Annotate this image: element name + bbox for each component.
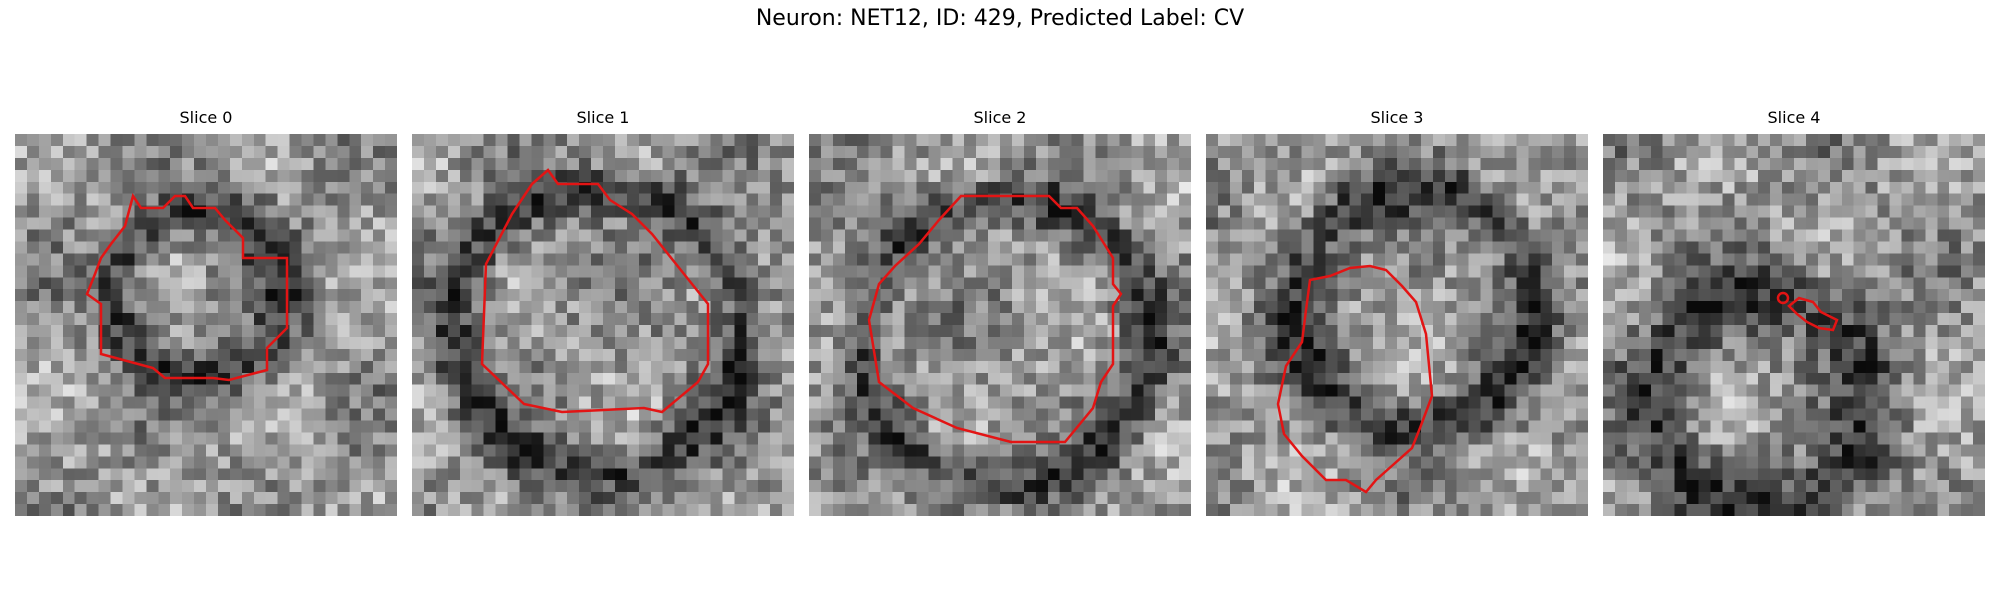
slice-3-image [1206,134,1588,516]
slice-4-label: Slice 4 [1767,108,1821,127]
slice-2-panel [809,134,1191,516]
slice-4-contour-small [1776,291,1790,305]
slice-0-image [15,134,397,516]
slice-0-contour-layer [85,193,289,382]
slice-0-label: Slice 0 [179,108,233,127]
slice-4-contour [1787,296,1839,332]
slice-1-label: Slice 1 [576,108,630,127]
slice-4-contour-layer [1776,291,1839,332]
slice-1-panel [412,134,794,516]
slice-2-image [809,134,1191,516]
slice-3-contour-layer [1276,264,1434,494]
slice-2-label: Slice 2 [973,108,1027,127]
slice-1-image [412,134,794,516]
slice-1-contour-layer [480,168,710,414]
slice-3-panel [1206,134,1588,516]
slice-0-contour [85,193,289,382]
figure-title: Neuron: NET12, ID: 429, Predicted Label:… [755,6,1245,31]
slice-0-panel [15,134,397,516]
slice-2-contour [867,194,1123,444]
slice-2-contour-layer [867,194,1123,444]
slice-4-image [1603,134,1985,516]
slice-3-contour [1276,264,1434,494]
slice-1-contour [480,168,710,414]
slice-4-panel [1603,134,1985,516]
slice-3-label: Slice 3 [1370,108,1424,127]
